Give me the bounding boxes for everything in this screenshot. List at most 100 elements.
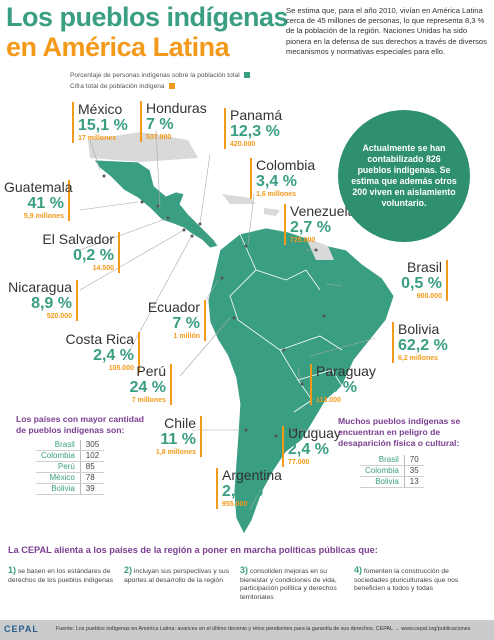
row-value: 305 bbox=[80, 440, 105, 451]
country-pct: 7 % bbox=[146, 116, 174, 133]
capital-dots bbox=[102, 174, 326, 438]
country-pop: 7 millones bbox=[131, 397, 166, 404]
country-pop: 6,2 millones bbox=[398, 355, 439, 362]
row-value: 39 bbox=[80, 483, 105, 495]
country-pct: 7 % bbox=[172, 315, 200, 332]
tip-number: 4) bbox=[354, 565, 363, 575]
country-pop: 420.000 bbox=[230, 141, 256, 148]
label-bolivia: Bolivia 62,2 % 6,2 millones bbox=[392, 322, 448, 363]
most-peoples-table: Brasil 305 Colombia 102 Perú 85 México 78 Bo… bbox=[36, 440, 105, 495]
country-name: Honduras bbox=[146, 100, 207, 116]
country-pct: 8,9 % bbox=[31, 295, 72, 312]
row-country: México bbox=[36, 472, 81, 484]
country-name: Argentina bbox=[222, 467, 282, 483]
south-america-shape bbox=[207, 227, 395, 535]
tip-number: 2) bbox=[124, 565, 133, 575]
title-line-1: Los pueblos indígenas bbox=[6, 2, 289, 32]
footer: CEPAL Fuente: Los pueblos indígenas en A… bbox=[0, 620, 494, 640]
row-country: Perú bbox=[36, 461, 81, 473]
country-name: Costa Rica bbox=[65, 331, 134, 347]
row-value: 78 bbox=[80, 472, 105, 484]
isolated-peoples-callout: Actualmente se han contabilizado 826 pue… bbox=[338, 110, 470, 242]
country-pop: 725.000 bbox=[290, 237, 316, 244]
country-pct: 12,3 % bbox=[230, 123, 280, 140]
tip-text: se basen en los estándares de derechos d… bbox=[8, 568, 114, 584]
country-pct: 24 % bbox=[129, 379, 166, 396]
row-country: Colombia bbox=[360, 465, 405, 477]
row-country: Bolivia bbox=[360, 476, 405, 488]
label-panama: Panamá 12,3 % 420.000 bbox=[224, 108, 282, 149]
danger-table: Brasil 70 Colombia 35 Bolivia 13 bbox=[360, 455, 424, 488]
legend: Porcentaje de personas indígenas sobre l… bbox=[70, 70, 250, 92]
legend-pop-label: Cifra total de población indígena bbox=[70, 83, 165, 90]
caribbean-shape-2 bbox=[264, 208, 280, 216]
country-name: México bbox=[78, 101, 123, 117]
country-pop: 1 millón bbox=[173, 333, 200, 340]
row-value: 70 bbox=[404, 455, 424, 466]
country-pct: 2,4 % bbox=[93, 347, 134, 364]
country-pct: 1,8 % bbox=[316, 379, 357, 396]
country-pct: 2,7 % bbox=[290, 219, 331, 236]
table-row: Brasil 70 bbox=[360, 455, 424, 466]
tip-3: 3) consoliden mejoras en su bienestar y … bbox=[240, 566, 348, 602]
label-peru: Perú 24 % 7 millones bbox=[110, 364, 172, 405]
table-row: Colombia 35 bbox=[360, 465, 424, 477]
country-pct: 2,4 % bbox=[222, 483, 263, 500]
label-nicaragua: Nicaragua 8,9 % 520.000 bbox=[4, 280, 78, 321]
country-borders bbox=[229, 233, 343, 413]
country-pct: 0,5 % bbox=[401, 275, 442, 292]
country-pop: 105.000 bbox=[108, 365, 134, 372]
country-name: Brasil bbox=[406, 259, 442, 275]
latin-america-map bbox=[80, 129, 395, 535]
label-argentina: Argentina 2,4 % 955.000 bbox=[216, 468, 282, 509]
most-peoples-title: Los países con mayor cantidad de pueblos… bbox=[16, 414, 144, 435]
tip-1: 1) se basen en los estándares de derecho… bbox=[8, 566, 116, 585]
row-value: 85 bbox=[80, 461, 105, 473]
row-value: 13 bbox=[404, 476, 424, 488]
tip-text: fomenten la construcción de sociedades p… bbox=[354, 568, 459, 592]
legend-pct-swatch bbox=[243, 72, 250, 79]
legend-pct-label: Porcentaje de personas indígenas sobre l… bbox=[70, 72, 240, 79]
cepal-logo: CEPAL bbox=[4, 624, 39, 634]
country-name: Ecuador bbox=[147, 299, 200, 315]
danger-title: Muchos pueblos indígenas se encuentran e… bbox=[338, 416, 461, 448]
country-pct: 0,2 % bbox=[73, 247, 114, 264]
label-ecuador: Ecuador 7 % 1 millón bbox=[130, 300, 206, 341]
country-pop: 1,6 millones bbox=[256, 191, 297, 198]
country-pct: 3,4 % bbox=[256, 173, 297, 190]
table-row: Bolivia 13 bbox=[360, 476, 424, 488]
guianas-shape bbox=[306, 238, 334, 260]
row-value: 35 bbox=[404, 465, 424, 477]
row-country: Bolivia bbox=[36, 483, 81, 495]
country-pop: 113.000 bbox=[316, 397, 341, 404]
row-country: Brasil bbox=[36, 440, 81, 451]
tip-number: 1) bbox=[8, 565, 17, 575]
tip-text: consoliden mejoras en su bienestar y con… bbox=[240, 568, 337, 601]
north-america-shape bbox=[88, 132, 198, 162]
row-value: 102 bbox=[80, 450, 105, 462]
country-name: Panamá bbox=[230, 107, 283, 123]
country-pop: 1,8 millones bbox=[155, 449, 196, 456]
legend-pop-swatch bbox=[168, 83, 175, 90]
country-name: Paraguay bbox=[316, 363, 376, 379]
intro-text: Se estima que, para el año 2010, vivían … bbox=[286, 6, 487, 56]
table-row: Colombia 102 bbox=[36, 450, 105, 462]
country-name: Nicaragua bbox=[8, 279, 72, 295]
country-pop: 537.000 bbox=[146, 134, 172, 141]
country-name: Venezuela bbox=[290, 203, 356, 219]
country-name: Guatemala bbox=[4, 179, 73, 195]
country-pct: 41 % bbox=[27, 195, 64, 212]
table-row: Bolivia 39 bbox=[36, 483, 105, 495]
country-name: Uruguay bbox=[288, 425, 341, 441]
country-name: Perú bbox=[136, 363, 166, 379]
label-brasil: Brasil 0,5 % 900.000 bbox=[388, 260, 448, 301]
legend-pop: Cifra total de población indígena bbox=[70, 81, 250, 92]
label-uruguay: Uruguay 2,4 % 77.000 bbox=[282, 426, 341, 467]
table-row: México 78 bbox=[36, 472, 105, 484]
label-paraguay: Paraguay 1,8 % 113.000 bbox=[310, 364, 376, 405]
tip-2: 2) incluyan sus perspectivas y sus aport… bbox=[124, 566, 232, 585]
label-colombia: Colombia 3,4 % 1,6 millones bbox=[250, 158, 315, 199]
country-pop: 17 millones bbox=[78, 135, 117, 142]
country-pct: 62,2 % bbox=[398, 337, 448, 354]
country-pct: 11 % bbox=[160, 431, 196, 448]
